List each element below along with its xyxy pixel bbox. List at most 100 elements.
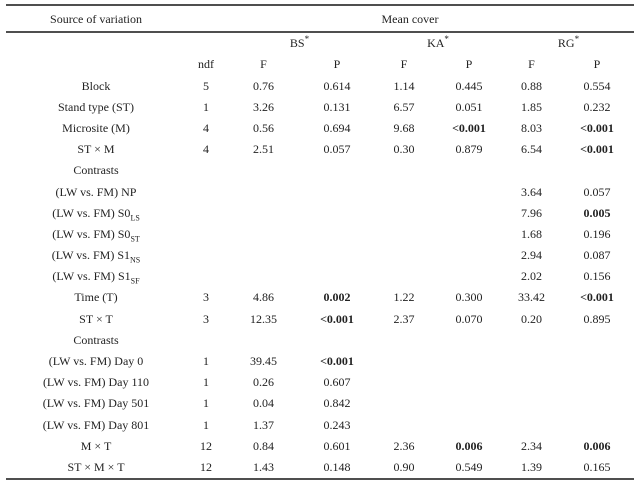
- cell-bs-f: 0.26: [253, 375, 274, 390]
- cell-ka-p: 0.300: [455, 290, 483, 305]
- table-row: M × T 12 0.84 0.601 2.36 0.006 2.34 0.00…: [6, 435, 634, 456]
- header-row-groups: BS* KA* RG*: [6, 32, 634, 52]
- row-label-subscript: ST: [130, 234, 140, 244]
- row-label: (LW vs. FM) Day 501: [42, 396, 150, 411]
- row-label: (LW vs. FM) S0LS: [6, 202, 186, 223]
- cell-bs-p: [301, 266, 373, 287]
- cell-ka-f: [373, 350, 435, 371]
- row-label-text: (LW vs. FM) S0: [52, 226, 131, 241]
- cell-rg-f: 2.34: [521, 438, 542, 453]
- cell-bs-f: [226, 329, 301, 350]
- cell-rg-p: 0.196: [583, 226, 611, 241]
- cell-ndf: 5: [203, 78, 209, 93]
- cell-bs-p: 0.601: [323, 438, 351, 453]
- cell-rg-f: 8.03: [521, 120, 542, 135]
- header-row-top: Source of variation Mean cover: [6, 5, 634, 33]
- header-ka-p: P: [465, 56, 473, 71]
- cell-rg-p: [560, 372, 634, 393]
- cell-bs-p: [301, 160, 373, 181]
- cell-bs-f: 12.35: [250, 311, 277, 326]
- row-label: ST × M: [77, 142, 115, 157]
- cell-ka-p: [435, 223, 503, 244]
- cell-ka-f: [373, 160, 435, 181]
- cell-ka-p: 0.006: [455, 438, 483, 453]
- cell-ka-f: 6.57: [393, 99, 415, 114]
- cell-bs-f: [226, 202, 301, 223]
- row-label: Block: [81, 78, 111, 93]
- cell-ka-p: [435, 245, 503, 266]
- table-row: (LW vs. FM) S0LS 7.96 0.005: [6, 202, 634, 223]
- cell-ka-f: 1.14: [393, 78, 415, 93]
- cell-rg-f: [503, 372, 560, 393]
- cell-ka-p: <0.001: [452, 120, 486, 135]
- table-row: (LW vs. FM) NP 3.64 0.057: [6, 181, 634, 202]
- cell-ka-f: [373, 372, 435, 393]
- cell-bs-f: 3.26: [253, 99, 274, 114]
- table-row: Block 5 0.76 0.614 1.14 0.445 0.88 0.554: [6, 75, 634, 96]
- cell-rg-p: 0.554: [583, 78, 611, 93]
- cell-rg-f: [503, 414, 560, 435]
- cell-bs-p: 0.694: [323, 120, 351, 135]
- cell-ndf: [186, 160, 226, 181]
- header-group-ka: KA*: [373, 32, 503, 52]
- header-spacer: [186, 32, 226, 52]
- cell-bs-f: [226, 181, 301, 202]
- cell-rg-f: 0.20: [521, 311, 542, 326]
- cell-bs-p: [301, 202, 373, 223]
- cell-rg-p: [560, 329, 634, 350]
- header-group-bs: BS*: [226, 32, 373, 52]
- cell-ka-f: [373, 414, 435, 435]
- cell-ndf: 12: [200, 438, 212, 453]
- table-row: Time (T) 3 4.86 0.002 1.22 0.300 33.42 <…: [6, 287, 634, 308]
- cell-bs-p: 0.842: [323, 396, 351, 411]
- cell-bs-f: 1.43: [253, 459, 274, 474]
- cell-ka-f: [373, 266, 435, 287]
- cell-rg-f: [503, 160, 560, 181]
- cell-bs-f: 1.37: [253, 417, 274, 432]
- cell-rg-f: 1.85: [521, 99, 542, 114]
- cell-ndf: [186, 266, 226, 287]
- footnote-asterisk: *: [574, 33, 580, 44]
- table-row: (LW vs. FM) S1NS 2.94 0.087: [6, 245, 634, 266]
- cell-ka-f: [373, 329, 435, 350]
- cell-ka-f: 2.36: [393, 438, 415, 453]
- cell-ndf: [186, 202, 226, 223]
- footnote-asterisk: *: [444, 33, 449, 44]
- header-mean-cover: Mean cover: [186, 5, 634, 33]
- cell-rg-p: [560, 393, 634, 414]
- cell-bs-f: [226, 160, 301, 181]
- cell-rg-p: [560, 350, 634, 371]
- cell-bs-p: <0.001: [320, 311, 354, 326]
- row-label: (LW vs. FM) S1NS: [6, 245, 186, 266]
- header-rg-p: P: [593, 56, 601, 71]
- cell-rg-p: 0.087: [583, 248, 611, 263]
- cell-rg-f: 2.94: [521, 248, 542, 263]
- cell-ka-p: [435, 181, 503, 202]
- header-spacer: [6, 52, 186, 75]
- row-label: (LW vs. FM) Day 110: [42, 375, 150, 390]
- cell-ndf: [186, 181, 226, 202]
- cell-bs-p: 0.131: [323, 99, 351, 114]
- cell-ka-p: 0.879: [455, 142, 483, 157]
- cell-bs-f: [226, 245, 301, 266]
- cell-ndf: [186, 329, 226, 350]
- cell-ka-f: [373, 181, 435, 202]
- header-group-rg: RG*: [503, 32, 634, 52]
- cell-rg-f: [503, 329, 560, 350]
- anova-table: Source of variation Mean cover BS* KA* R…: [6, 4, 634, 480]
- cell-rg-p: <0.001: [580, 120, 614, 135]
- row-label-text: (LW vs. FM) S1: [52, 269, 131, 284]
- table-row: (LW vs. FM) Day 801 1 1.37 0.243: [6, 414, 634, 435]
- cell-ka-p: 0.445: [455, 78, 483, 93]
- cell-ka-f: 0.90: [393, 459, 415, 474]
- cell-ndf: 4: [203, 142, 209, 157]
- cell-ka-f: 0.30: [393, 142, 415, 157]
- cell-rg-p: 0.232: [583, 99, 611, 114]
- cell-rg-p: 0.005: [583, 205, 611, 220]
- cell-ka-p: [435, 350, 503, 371]
- cell-ka-p: 0.070: [455, 311, 483, 326]
- table-row: (LW vs. FM) Day 110 1 0.26 0.607: [6, 372, 634, 393]
- cell-ka-f: [373, 245, 435, 266]
- cell-ka-f: [373, 202, 435, 223]
- cell-rg-f: [503, 350, 560, 371]
